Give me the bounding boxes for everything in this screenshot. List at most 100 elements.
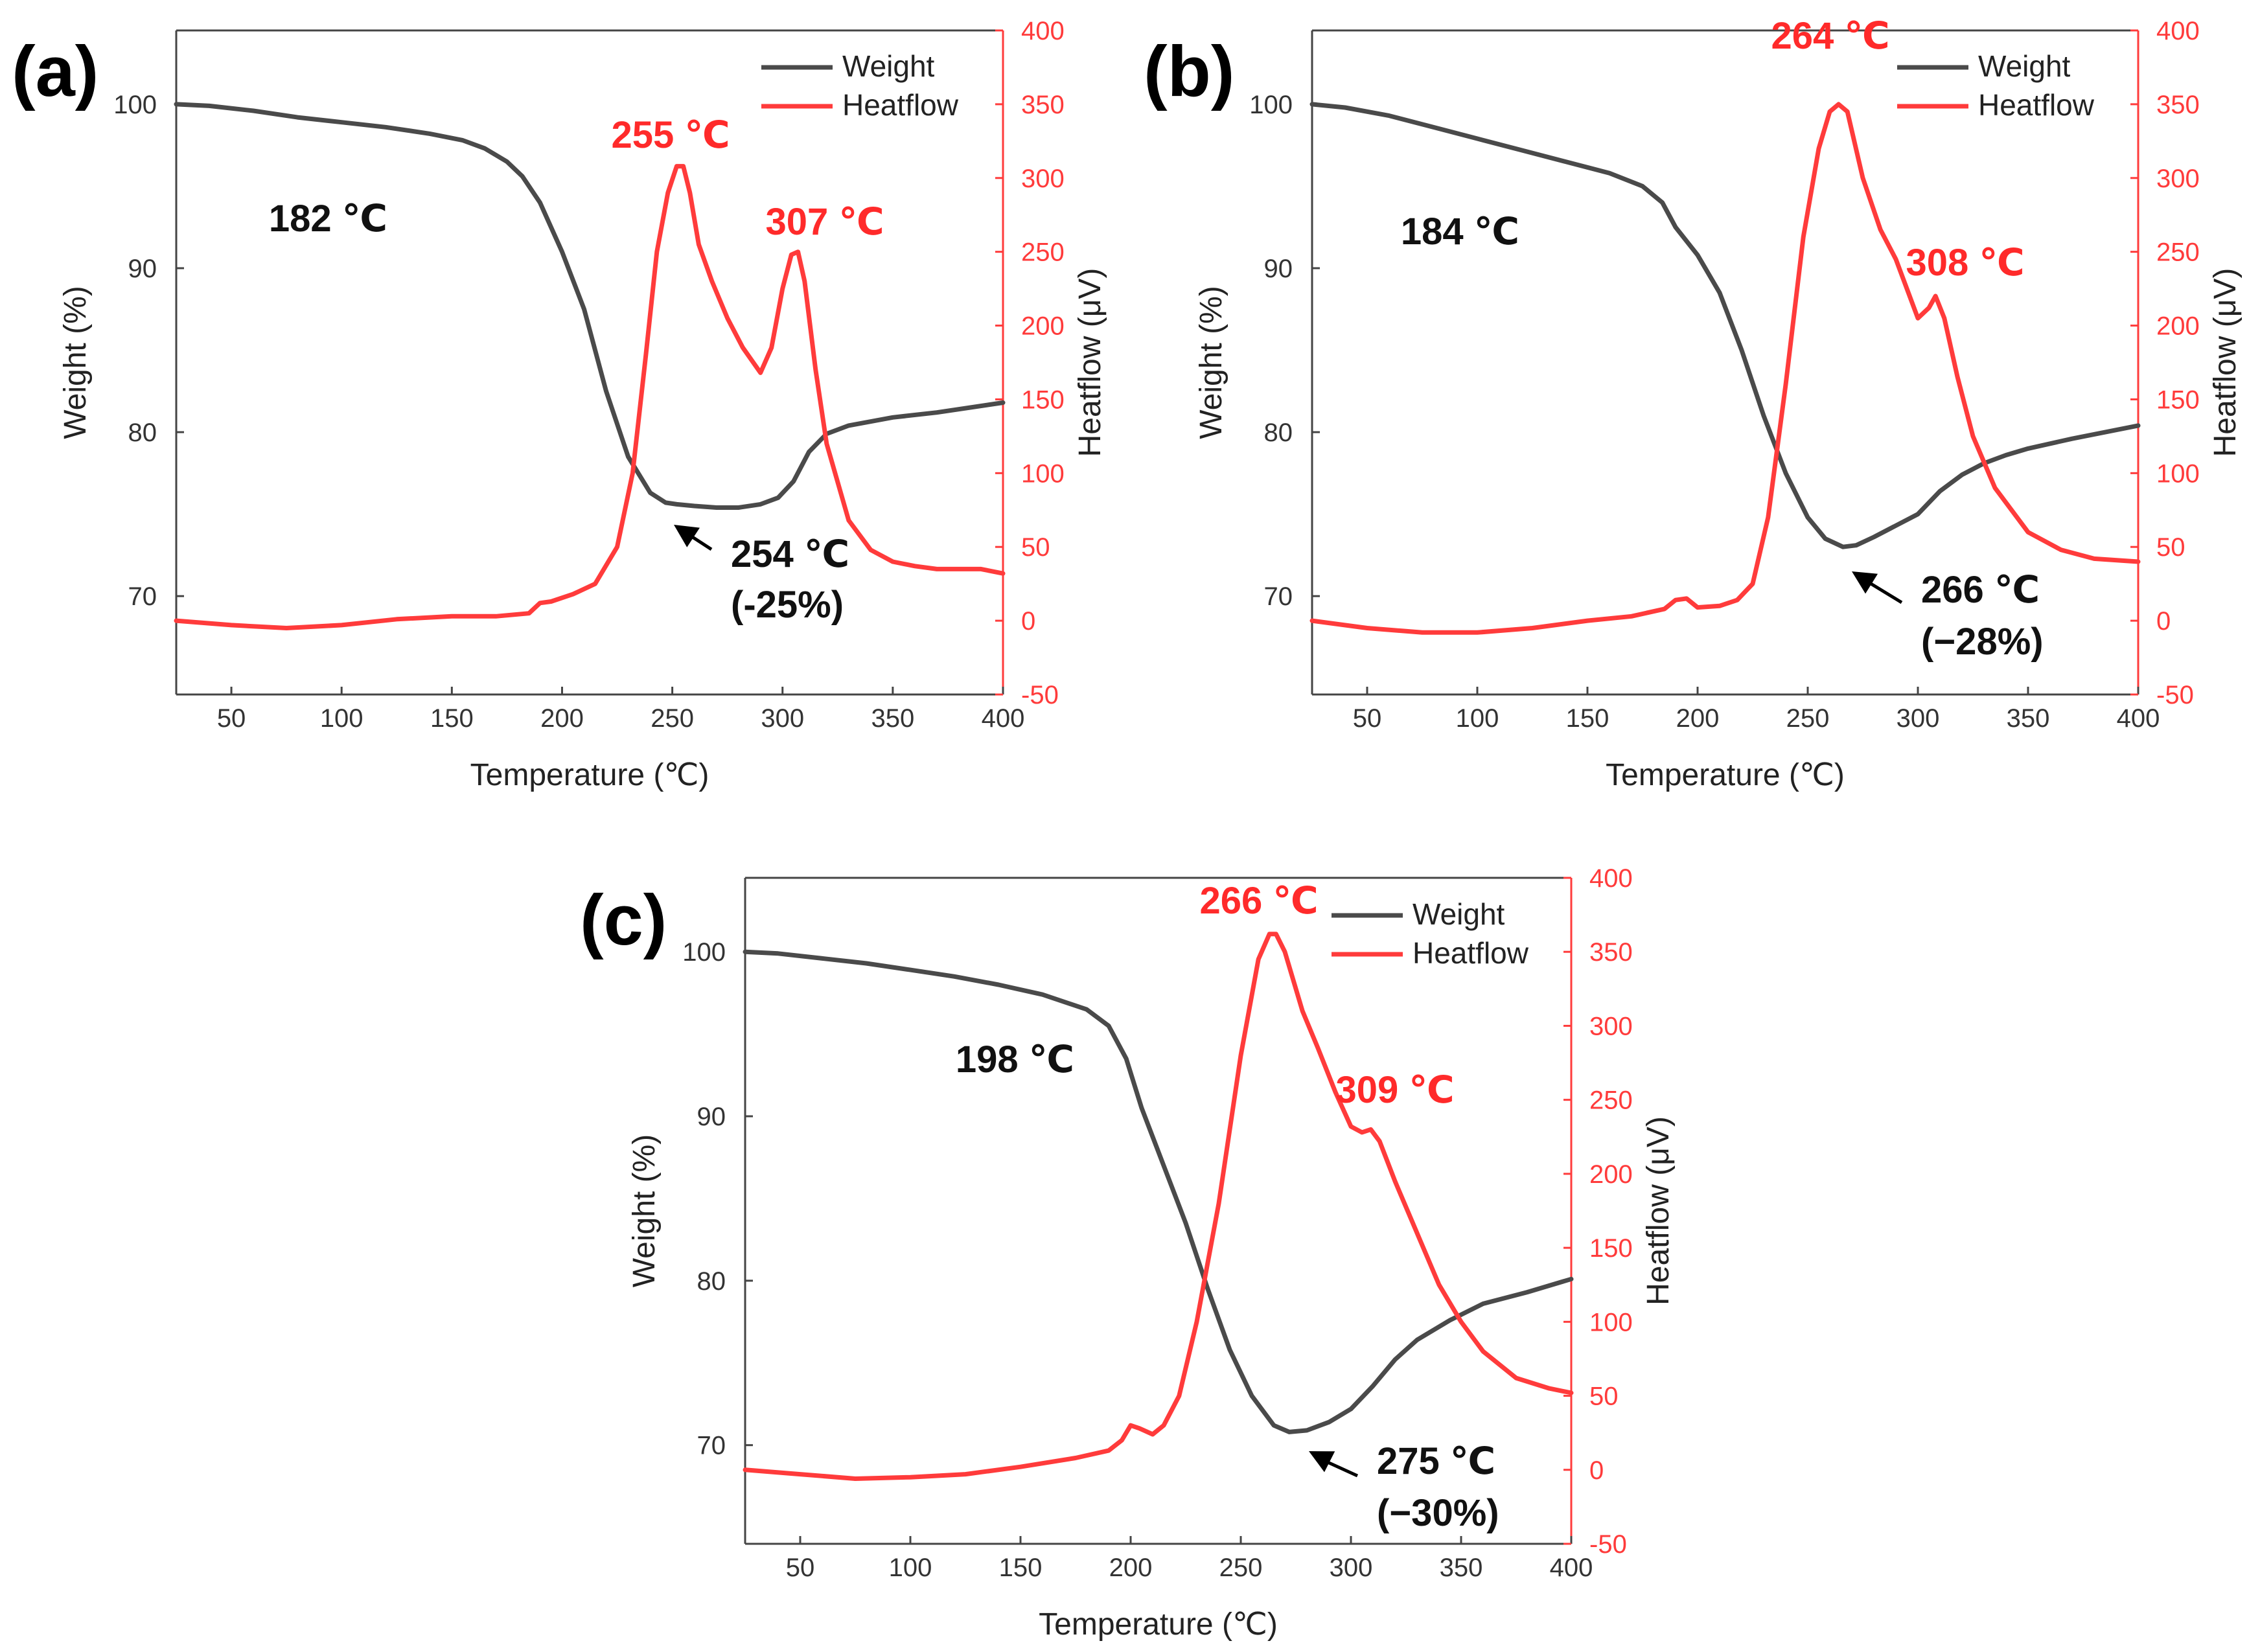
y-axis-title: Weight (%) [58, 286, 93, 439]
y-tick-label: 80 [1264, 419, 1293, 447]
x-tick-label: 50 [1353, 704, 1382, 733]
weight-series-line [174, 102, 1006, 510]
y-tick-label: 100 [1249, 91, 1293, 119]
y-tick-label: 70 [128, 582, 157, 611]
y2-tick-label: -50 [1021, 681, 1059, 709]
weight-series-line [1309, 102, 2141, 549]
y2-tick-label: 400 [2156, 17, 2200, 45]
annotation-label: 182 ℃ [269, 198, 387, 240]
x-tick-label: 200 [540, 704, 584, 733]
legend-entry: Weight [842, 49, 935, 83]
legend-entry: Weight [1412, 897, 1505, 931]
y2-tick-label: 0 [2156, 607, 2171, 636]
annotation-label: 308 ℃ [1906, 242, 2024, 284]
annotation-label: 254 ℃ [731, 533, 849, 575]
heatflow-series-line [1309, 102, 2141, 635]
x-tick-label: 250 [1219, 1554, 1263, 1582]
chart-panel: (b) 50 100 150 200 250 300 350 400 70 80 90 100 -50 0 5… [1144, 15, 2243, 792]
y2-tick-label: -50 [1589, 1530, 1627, 1559]
x-tick-label: 250 [1786, 704, 1830, 733]
y2-axis-title: Heatflow (μV) [2208, 268, 2243, 457]
x-tick-label: 100 [320, 704, 363, 733]
x-tick-label: 200 [1109, 1554, 1153, 1582]
x-tick-label: 100 [889, 1554, 932, 1582]
y2-tick-label: 350 [2156, 91, 2200, 119]
y-tick-label: 80 [128, 419, 157, 447]
x-axis-title: Temperature (℃) [1606, 758, 1845, 792]
y2-tick-label: 200 [1589, 1160, 1633, 1189]
y2-tick-label: 0 [1021, 607, 1035, 636]
annotation-label: 264 ℃ [1771, 15, 1889, 57]
x-tick-label: 250 [651, 704, 694, 733]
y2-tick-label: 250 [1021, 238, 1065, 267]
x-tick-label: 400 [2117, 704, 2160, 733]
weight-series-line [743, 949, 1574, 1434]
annotation-arrowhead [1852, 571, 1878, 594]
y2-tick-label: 250 [2156, 238, 2200, 267]
x-tick-label: 300 [1330, 1554, 1373, 1582]
annotation-label: 266 ℃ [1199, 880, 1318, 922]
x-tick-label: 150 [1566, 704, 1609, 733]
annotation-label: 309 ℃ [1335, 1069, 1454, 1111]
legend-entry: Heatflow [1978, 88, 2095, 122]
annotation-label: 198 ℃ [956, 1038, 1074, 1081]
y-tick-label: 70 [1264, 582, 1293, 611]
x-tick-label: 350 [2007, 704, 2050, 733]
legend-entry: Weight [1978, 49, 2071, 83]
annotation-label: 275 ℃ [1377, 1440, 1495, 1482]
x-axis-title: Temperature (℃) [470, 758, 709, 792]
y-axis-title: Weight (%) [1194, 286, 1228, 439]
y2-tick-label: 50 [2156, 533, 2185, 562]
y2-tick-label: 100 [1021, 459, 1065, 488]
annotation-label: 255 ℃ [611, 114, 730, 156]
annotation-label: 266 ℃ [1921, 569, 2040, 611]
legend-entry: Heatflow [1412, 936, 1529, 970]
y2-tick-label: 300 [1021, 165, 1065, 193]
y2-tick-label: 50 [1021, 533, 1050, 562]
y-tick-label: 100 [113, 91, 157, 119]
heatflow-series-line [743, 932, 1574, 1481]
y-axis-title: Weight (%) [627, 1134, 662, 1288]
heatflow-series-line [174, 164, 1006, 630]
panel-label: (b) [1144, 32, 1234, 111]
annotation-arrowhead [674, 525, 700, 547]
y-tick-label: 90 [697, 1103, 726, 1131]
annotation-label: (-25%) [731, 584, 844, 626]
y2-tick-label: 0 [1589, 1456, 1604, 1485]
x-tick-label: 300 [1897, 704, 1940, 733]
y-tick-label: 90 [128, 255, 157, 283]
y2-tick-label: 100 [2156, 459, 2200, 488]
y2-tick-label: 350 [1589, 938, 1633, 967]
y2-axis-title: Heatflow (μV) [1641, 1116, 1676, 1305]
chart-panel: (c) 50 100 150 200 250 300 350 400 70 80 90 100 -50 0 5… [580, 864, 1676, 1642]
y-tick-label: 100 [682, 938, 726, 967]
x-tick-label: 150 [430, 704, 474, 733]
y2-axis-title: Heatflow (μV) [1073, 268, 1107, 457]
y2-tick-label: 400 [1021, 17, 1065, 45]
x-tick-label: 350 [1440, 1554, 1483, 1582]
x-tick-label: 350 [871, 704, 914, 733]
annotation-arrowhead [1309, 1451, 1335, 1473]
y2-tick-label: 350 [1021, 91, 1065, 119]
x-tick-label: 150 [999, 1554, 1043, 1582]
chart-panel: (a) 50 100 150 200 250 300 350 400 70 80 90 100 -50 0 5… [12, 17, 1107, 792]
y2-tick-label: 150 [1021, 385, 1065, 414]
annotation-label: (−28%) [1921, 621, 2044, 663]
panel-label: (c) [580, 880, 667, 960]
panel-label: (a) [12, 32, 98, 111]
y-tick-label: 90 [1264, 255, 1293, 283]
y2-tick-label: 100 [1589, 1308, 1633, 1337]
x-tick-label: 400 [1550, 1554, 1593, 1582]
x-tick-label: 100 [1456, 704, 1499, 733]
x-tick-label: 50 [786, 1554, 815, 1582]
y2-tick-label: 300 [1589, 1012, 1633, 1040]
y2-tick-label: 200 [2156, 312, 2200, 341]
y2-tick-label: 250 [1589, 1086, 1633, 1115]
y2-tick-label: 400 [1589, 864, 1633, 893]
y2-tick-label: 50 [1589, 1382, 1619, 1411]
annotation-label: 184 ℃ [1401, 211, 1519, 253]
x-tick-label: 400 [982, 704, 1025, 733]
y2-tick-label: 150 [2156, 385, 2200, 414]
y2-tick-label: 200 [1021, 312, 1065, 341]
